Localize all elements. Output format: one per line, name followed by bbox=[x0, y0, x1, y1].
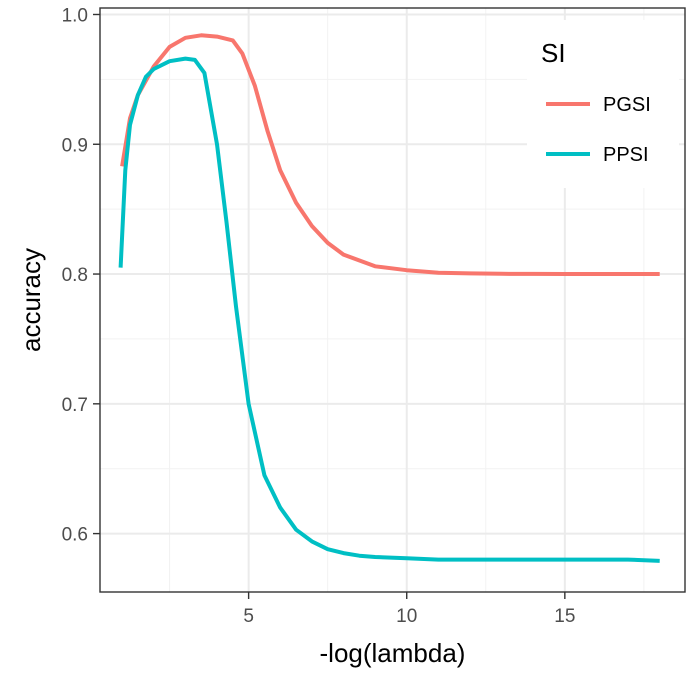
y-tick-label: 0.9 bbox=[62, 135, 88, 156]
x-tick-label: 15 bbox=[554, 606, 575, 627]
legend-items: PGSI PPSI bbox=[546, 94, 651, 166]
y-tick-label: 1.0 bbox=[62, 5, 88, 26]
y-tick-label: 0.8 bbox=[62, 265, 88, 286]
series-lines bbox=[118, 33, 660, 563]
y-axis-title: accuracy bbox=[16, 248, 46, 352]
legend-label-pgsi: PGSI bbox=[603, 94, 651, 116]
legend-label-ppsi: PPSI bbox=[603, 144, 649, 166]
x-tick-label: 10 bbox=[396, 606, 417, 627]
x-tick-label: 5 bbox=[243, 606, 254, 627]
y-tick-label: 0.6 bbox=[62, 525, 88, 546]
series-line-ppsi bbox=[118, 56, 660, 563]
y-axis-ticks: 0.6 0.7 0.8 0.9 1.0 bbox=[62, 5, 100, 546]
plot-panel-border bbox=[99, 7, 686, 593]
x-axis-ticks: 5 10 15 bbox=[243, 592, 575, 627]
series-line-pgsi bbox=[120, 33, 660, 276]
legend: SI PGSI PPSI bbox=[527, 20, 679, 188]
x-axis-title: -log(lambda) bbox=[320, 638, 466, 668]
y-tick-label: 0.7 bbox=[62, 395, 88, 416]
legend-title: SI bbox=[541, 38, 566, 68]
